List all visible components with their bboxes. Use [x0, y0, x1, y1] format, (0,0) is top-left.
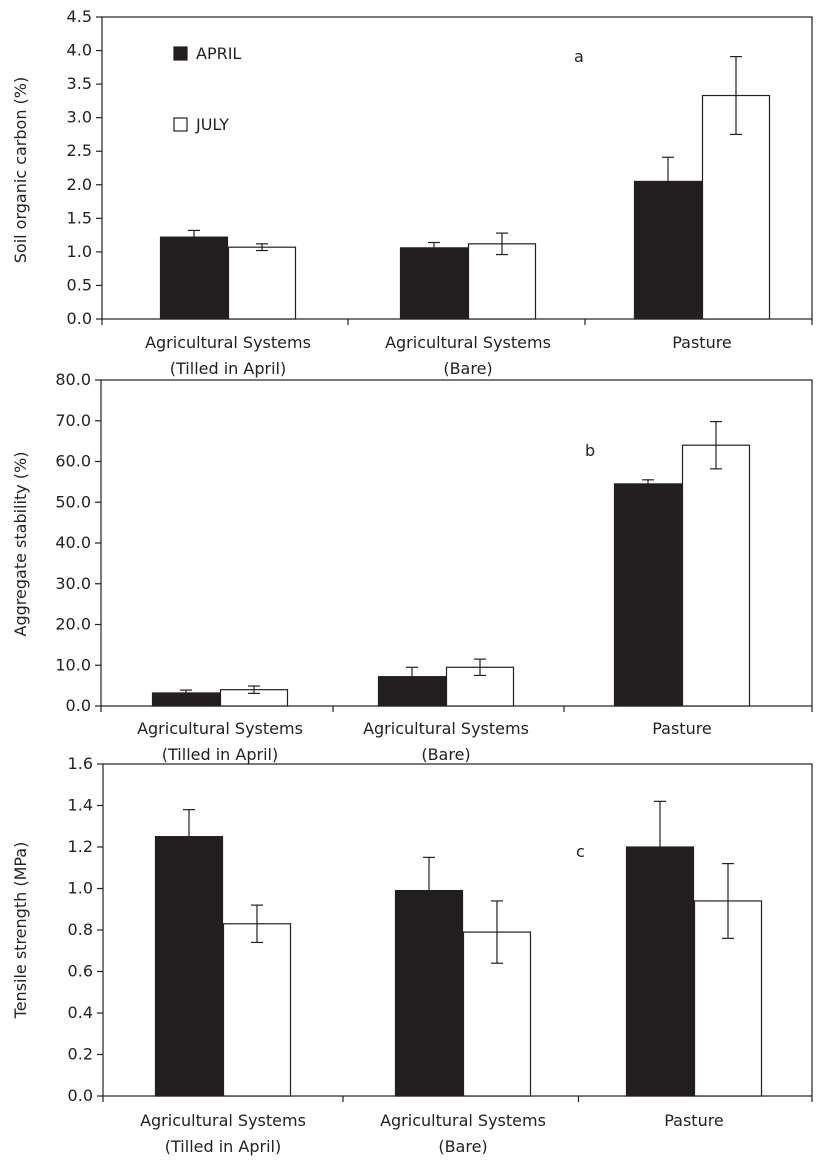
y-tick-label: 4.0: [67, 41, 92, 60]
y-tick-label: 30.0: [55, 574, 91, 593]
y-axis-title: Soil organic carbon (%): [11, 77, 30, 263]
chart-panel-b: 0.0 10.0 20.0 30.0 40.0 50.0 60.0 70.0 80.0 Aggre…: [11, 370, 813, 764]
y-tick-label: 50.0: [55, 492, 91, 511]
error-bar: [251, 904, 263, 944]
y-tick-label: 0.4: [68, 1003, 93, 1022]
y-tick-label: 2.0: [67, 175, 92, 194]
y-tick-label: 2.5: [67, 141, 92, 160]
y-tick-label: 80.0: [55, 370, 91, 389]
x-category-label: Agricultural Systems: [380, 1111, 546, 1130]
bar-april: [394, 889, 464, 1097]
y-axis-title: Aggregate stability (%): [11, 452, 30, 637]
error-bar: [428, 241, 440, 254]
legend-swatch-july: [173, 117, 188, 132]
error-bar: [491, 900, 503, 964]
error-bar: [423, 856, 435, 925]
error-bar: [662, 156, 674, 207]
y-tick-label: 0.8: [68, 920, 93, 939]
y-tick-label: 60.0: [55, 452, 91, 471]
error-bar: [730, 55, 742, 136]
y-tick-label: 1.6: [68, 754, 93, 773]
y-tick-label: 3.5: [67, 74, 92, 93]
error-bar: [710, 420, 722, 470]
x-category-label: (Tilled in April): [162, 745, 278, 764]
error-bar: [406, 666, 418, 687]
bar-july: [222, 923, 292, 1097]
x-category-label: Pasture: [672, 333, 732, 352]
y-tick-label: 0.5: [67, 275, 92, 294]
bar-april: [399, 247, 469, 320]
x-category-label: Pasture: [664, 1111, 724, 1130]
x-category-label: (Tilled in April): [170, 359, 286, 378]
legend-swatch-april: [173, 46, 188, 61]
y-tick-label: 4.5: [67, 7, 92, 26]
error-bar: [180, 689, 192, 697]
x-category-label: (Tilled in April): [165, 1137, 281, 1156]
legend-label: JULY: [195, 115, 229, 134]
error-bar: [654, 800, 666, 894]
error-bar: [256, 243, 268, 252]
x-category-label: (Bare): [443, 359, 492, 378]
y-tick-label: 1.4: [68, 796, 93, 815]
error-bar: [183, 809, 195, 865]
y-tick-label: 1.2: [68, 837, 93, 856]
bar-july: [227, 246, 297, 320]
panel-letter: a: [574, 47, 584, 66]
x-category-label: (Bare): [438, 1137, 487, 1156]
y-tick-label: 40.0: [55, 533, 91, 552]
chart-panel-a: 0.0 0.5 1.0 1.5 2.0 2.5 3.0 3.5 4.0 4.5 Soil organ…: [11, 7, 813, 378]
y-tick-label: 1.0: [68, 879, 93, 898]
legend-label: APRIL: [196, 44, 241, 63]
error-bar: [642, 479, 654, 489]
y-tick-label: 0.2: [68, 1045, 93, 1064]
y-tick-label: 0.0: [66, 696, 91, 715]
x-category-label: Agricultural Systems: [140, 1111, 306, 1130]
y-tick-label: 1.0: [67, 242, 92, 261]
x-category-label: Agricultural Systems: [137, 719, 303, 738]
error-bar: [474, 658, 486, 677]
x-category-label: Pasture: [652, 719, 712, 738]
x-category-label: Agricultural Systems: [363, 719, 529, 738]
y-tick-label: 0.0: [68, 1086, 93, 1105]
bar-april: [159, 236, 229, 320]
y-tick-label: 1.5: [67, 208, 92, 227]
chart-panel-c: 0.0 0.2 0.4 0.6 0.8 1.0 1.2 1.4 1.6 Tensile stren…: [11, 754, 813, 1156]
y-tick-label: 70.0: [55, 411, 91, 430]
x-category-label: (Bare): [421, 745, 470, 764]
error-bar: [188, 229, 200, 245]
error-bar: [248, 685, 260, 694]
y-tick-label: 10.0: [55, 655, 91, 674]
bar-july: [467, 243, 537, 320]
y-tick-label: 0.0: [67, 309, 92, 328]
bar-april: [613, 483, 683, 707]
panel-letter: c: [576, 842, 585, 861]
x-category-label: Agricultural Systems: [385, 333, 551, 352]
y-tick-label: 3.0: [67, 108, 92, 127]
y-axis-title: Tensile strength (MPa): [11, 842, 30, 1020]
legend: APRIL JULY: [173, 44, 241, 134]
bar-april: [154, 836, 224, 1097]
y-tick-label: 20.0: [55, 615, 91, 634]
bar-july: [681, 444, 751, 707]
x-category-label: Agricultural Systems: [145, 333, 311, 352]
error-bar: [722, 862, 734, 939]
panel-letter: b: [585, 441, 595, 460]
y-tick-label: 0.6: [68, 962, 93, 981]
error-bar: [496, 232, 508, 256]
